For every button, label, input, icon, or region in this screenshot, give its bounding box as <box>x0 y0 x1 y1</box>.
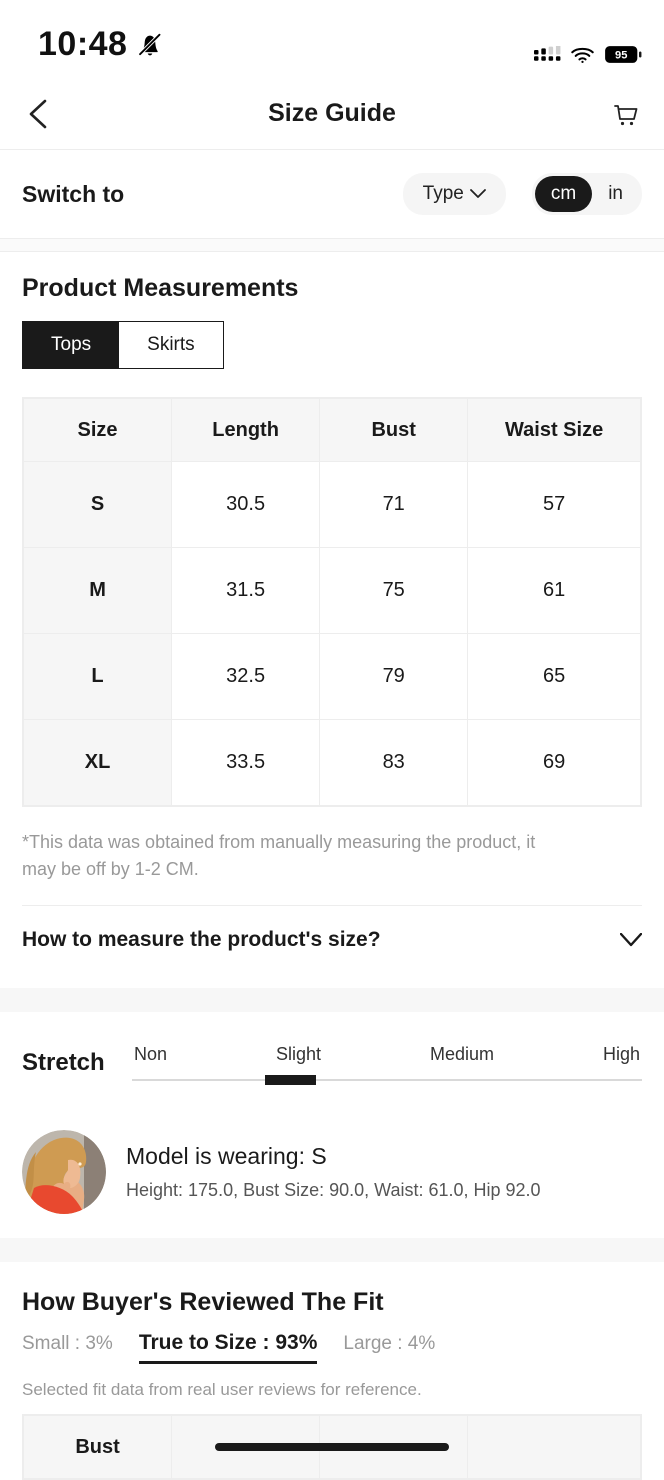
svg-text:95: 95 <box>615 50 627 62</box>
